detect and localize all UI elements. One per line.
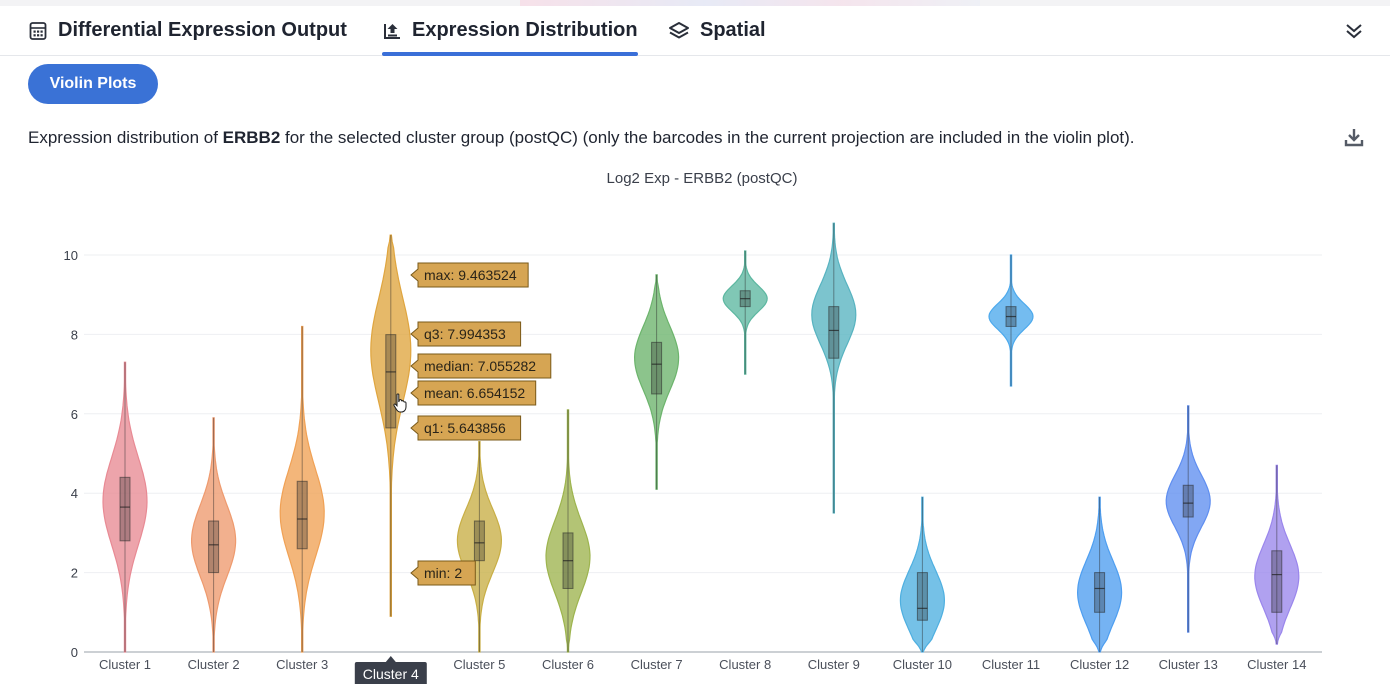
x-tick-label: Cluster 3 (276, 657, 328, 672)
violin-body (545, 409, 591, 653)
y-tick-label: 6 (71, 407, 78, 422)
violin-body (633, 274, 680, 490)
hover-tooltip-label: q3: 7.994353 (424, 326, 506, 342)
hover-tooltip-label: min: 2 (424, 565, 462, 581)
violin-body (899, 496, 946, 653)
description-text: Expression distribution of ERBB2 for the… (28, 128, 1135, 148)
violin-chart: 0 2 4 6 8 10 Cluster 1 Cluster 2 Cluster 3 Cluste… (64, 222, 1322, 684)
violin-cluster-8[interactable] (722, 250, 768, 375)
x-tick-label: Cluster 6 (542, 657, 594, 672)
violin-quartile-box (651, 341, 663, 395)
hovered-category-pointer (385, 656, 396, 662)
tab-bar: Differential Expression Output Expressio… (0, 6, 1390, 56)
tab-expression-distribution[interactable]: Expression Distribution (382, 6, 638, 56)
x-tick-label: Cluster 2 (188, 657, 240, 672)
x-tick-label: Cluster 13 (1159, 657, 1218, 672)
y-tick-label: 2 (71, 566, 78, 581)
violin-cluster-12[interactable] (1076, 496, 1123, 653)
violin-cluster-4[interactable] (370, 234, 412, 617)
hover-tooltip-label: mean: 6.654152 (424, 385, 525, 401)
violin-quartile-box (1182, 484, 1194, 518)
violin-cluster-11[interactable] (988, 254, 1034, 387)
violin-cluster-9[interactable] (811, 222, 857, 514)
blurred-header-image (520, 0, 980, 6)
table-calculator-icon (28, 21, 48, 41)
hover-tooltip-label: median: 7.055282 (424, 358, 536, 374)
tab-label: Differential Expression Output (58, 19, 347, 41)
violin-cluster-2[interactable] (191, 417, 237, 653)
tab-differential-expression-output[interactable]: Differential Expression Output (28, 6, 347, 55)
violin-cluster-6[interactable] (545, 409, 591, 653)
hover-tooltip-box (410, 353, 552, 379)
violin-quartile-box (828, 306, 840, 359)
hovered-category-box (354, 662, 427, 684)
x-tick-label: Cluster 5 (453, 657, 505, 672)
y-tick-label: 8 (71, 327, 78, 342)
violin-quartile-box (208, 520, 220, 574)
violin-body (279, 325, 325, 653)
violin-quartile-box (1094, 572, 1106, 613)
description-suffix: for the selected cluster group (postQC) … (280, 128, 1135, 147)
violin-body (722, 250, 768, 375)
y-tick-label: 10 (64, 248, 78, 263)
violin-quartile-box (1271, 550, 1283, 613)
violin-cluster-13[interactable] (1165, 405, 1211, 633)
hovered-category-label: Cluster 4 (363, 666, 419, 682)
hover-tooltip-box (410, 380, 537, 406)
hover-tooltip-box (410, 560, 476, 586)
download-icon[interactable] (1342, 126, 1366, 150)
x-tick-label: Cluster 1 (99, 657, 151, 672)
violin-quartile-box (296, 480, 308, 550)
hover-tooltip-label: q1: 5.643856 (424, 420, 506, 436)
y-tick-label: 4 (71, 486, 78, 501)
gene-name: ERBB2 (222, 128, 281, 147)
x-tick-label: Cluster 12 (1070, 657, 1129, 672)
tab-spatial[interactable]: Spatial (668, 6, 766, 55)
violin-body (811, 222, 857, 514)
y-tick-label: 0 (71, 645, 78, 660)
violin-cluster-10[interactable] (899, 496, 946, 653)
violin-body (191, 417, 237, 653)
hover-tooltip-box (410, 415, 522, 441)
tab-label: Expression Distribution (412, 19, 638, 41)
violin-plots-button[interactable]: Violin Plots (28, 64, 158, 104)
violin-cluster-1[interactable] (102, 361, 148, 653)
violin-cluster-14[interactable] (1254, 464, 1300, 645)
layers-icon (668, 21, 690, 41)
violin-cluster-3[interactable] (279, 325, 325, 653)
violin-cluster-7[interactable] (633, 274, 680, 490)
violin-quartile-box (119, 476, 131, 542)
tab-label: Spatial (700, 19, 766, 41)
violin-body (1254, 464, 1300, 645)
description-prefix: Expression distribution of (28, 128, 223, 147)
violin-body (370, 234, 412, 617)
violin-quartile-box (473, 520, 485, 562)
violin-cluster-5[interactable] (456, 441, 503, 653)
violin-body (1076, 496, 1123, 653)
x-tick-label: Cluster 11 (982, 657, 1040, 672)
x-tick-label: Cluster 7 (631, 657, 683, 672)
x-tick-label: Cluster 10 (893, 657, 952, 672)
violin-quartile-box (916, 572, 928, 621)
violin-quartile-box (385, 334, 397, 429)
chart-title: Log2 Exp - ERBB2 (postQC) (606, 170, 798, 187)
hover-tooltip-box (410, 321, 522, 347)
violin-body (1165, 405, 1211, 633)
top-strip (0, 0, 1390, 6)
double-chevron-down-icon[interactable] (1342, 19, 1366, 43)
x-tick-label: Cluster 8 (719, 657, 771, 672)
hover-tooltip-label: max: 9.463524 (424, 267, 517, 283)
x-tick-label: Cluster 14 (1247, 657, 1306, 672)
x-tick-label: Cluster 9 (808, 657, 860, 672)
violin-body (988, 254, 1034, 387)
distribution-upload-icon (382, 21, 402, 41)
hover-tooltip-box (410, 262, 529, 288)
